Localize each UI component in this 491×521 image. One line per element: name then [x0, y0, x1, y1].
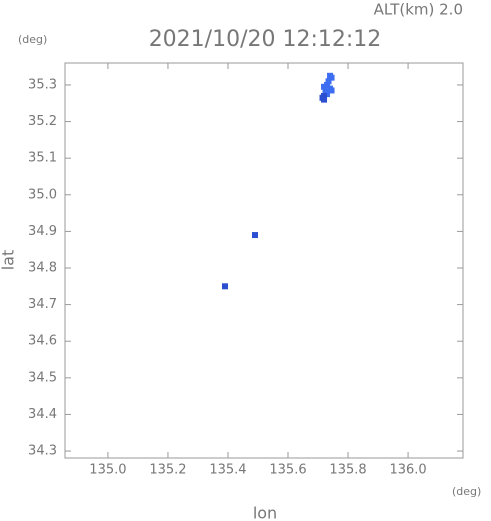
x-tick-label: 135.8 — [329, 463, 366, 478]
y-axis-label: lat — [0, 250, 18, 271]
y-tick-label: 34.7 — [28, 297, 57, 312]
y-tick-label: 34.5 — [28, 370, 57, 385]
data-point — [251, 232, 258, 239]
plot-frame — [64, 62, 464, 459]
data-point — [324, 81, 331, 88]
data-point — [324, 91, 331, 98]
y-tick-label: 34.6 — [28, 334, 57, 349]
y-tick-label: 34.9 — [28, 224, 57, 239]
x-axis-label: lon — [253, 504, 277, 521]
y-tick-label: 34.3 — [28, 444, 57, 459]
data-point — [221, 283, 228, 290]
y-tick-label: 35.2 — [28, 114, 57, 129]
chart-title: 2021/10/20 12:12:12 — [149, 27, 382, 52]
y-tick-label: 34.8 — [28, 261, 57, 276]
y-tick-label: 34.4 — [28, 407, 57, 422]
x-tick-label: 136.0 — [389, 463, 426, 478]
x-unit: (deg) — [452, 485, 481, 498]
data-point — [325, 78, 332, 85]
x-tick-label: 135.4 — [209, 463, 246, 478]
data-point — [321, 96, 328, 103]
y-unit: (deg) — [18, 33, 47, 46]
data-point — [328, 74, 335, 81]
x-tick-label: 135.2 — [149, 463, 186, 478]
data-point — [328, 87, 335, 94]
x-tick-label: 135.6 — [269, 463, 306, 478]
data-point — [321, 83, 328, 90]
y-tick-label: 35.1 — [28, 151, 57, 166]
subtitle: ALT(km) 2.0 — [374, 1, 463, 19]
x-tick-label: 135.0 — [89, 463, 126, 478]
y-tick-label: 35.0 — [28, 187, 57, 202]
y-tick-label: 35.3 — [28, 77, 57, 92]
